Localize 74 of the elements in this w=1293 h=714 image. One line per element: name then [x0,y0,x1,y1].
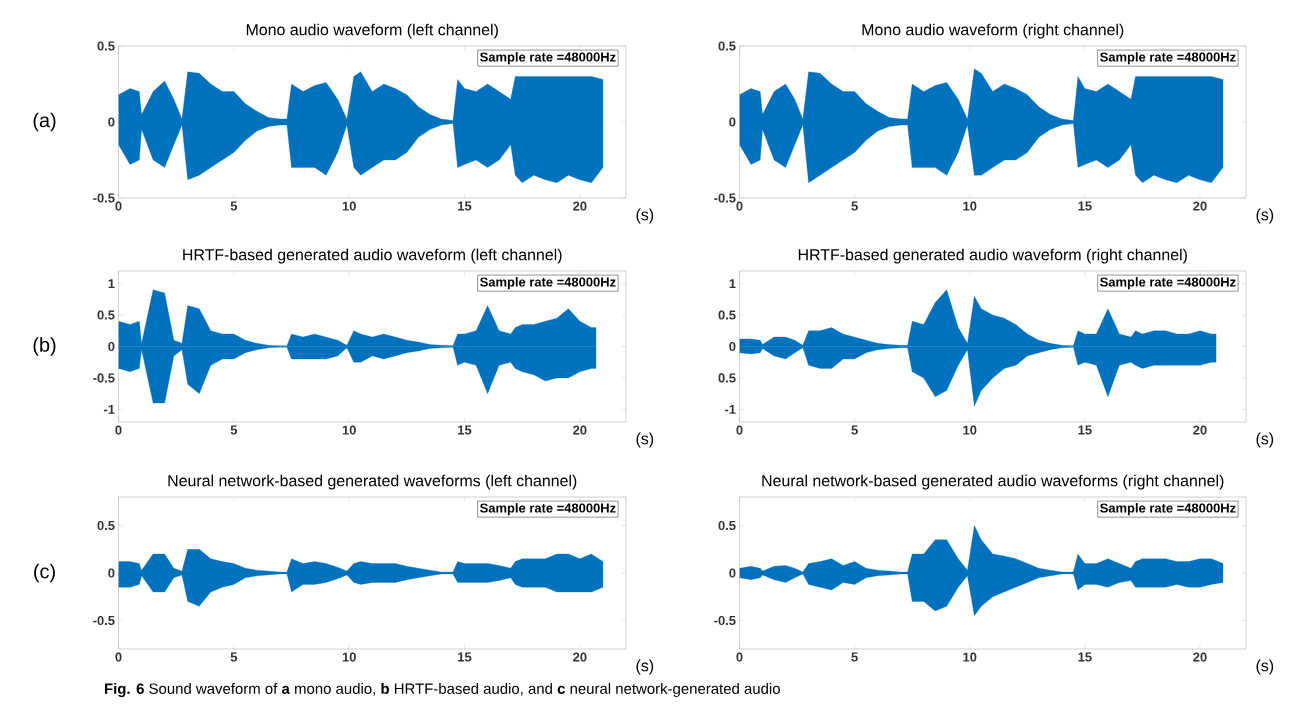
x-tick-label: 0 [736,652,743,662]
y-tick-label: 0 [108,568,115,578]
y-tick-label: 0 [108,341,115,352]
y-tick-label: 0.5 [718,310,736,320]
x-axis-title: (s) [1256,432,1274,448]
x-axis-title: (s) [1256,208,1274,224]
x-tick-label: 15 [458,425,472,435]
chart-title: HRTF-based generated audio waveform (left channel) [183,248,562,264]
y-tick-label: 0 [729,341,736,352]
x-axis-title: (s) [1256,659,1274,675]
y-tick-label: 0.5 [97,310,115,320]
chart-title: Mono audio waveform (right channel) [862,23,1124,39]
y-tick-label: 0.5 [97,41,115,51]
y-tick-label: -1 [724,404,736,414]
annotation: Sample rate =48000Hz [480,52,616,65]
chart-title: HRTF-based generated audio waveform (right channel) [798,248,1187,264]
x-tick-label: 20 [573,425,587,435]
x-tick-label: 5 [851,201,858,211]
x-axis-title: (s) [636,432,654,448]
x-tick-label: 15 [1078,425,1092,435]
chart-title: Neural network-based generated audio waveforms (right channel) [762,474,1224,490]
x-tick-label: 20 [1193,652,1207,662]
y-tick-label: 0.5 [718,373,736,383]
x-tick-label: 20 [573,652,587,662]
y-tick-label: 0 [108,117,115,127]
x-tick-label: 20 [1193,201,1207,211]
chart-title: Mono audio waveform (left channel) [246,23,498,39]
x-tick-label: 5 [851,652,858,662]
text: Fig. 6 Sound waveform of a mono audio, b HRTF-based audio, and c neural network-generated audio [105,683,780,697]
annotation: Sample rate =48000Hz [480,277,616,290]
y-tick-label: 0.5 [97,520,115,531]
x-tick-label: 15 [458,201,472,211]
x-tick-label: 0 [115,425,122,435]
y-tick-label: -1 [103,404,115,414]
text: (b) [33,337,56,356]
y-tick-label: -0.5 [714,615,736,626]
x-tick-label: 10 [342,652,356,662]
annotation: Sample rate =48000Hz [1100,52,1236,65]
x-axis-title: (s) [636,659,654,675]
x-tick-label: 10 [342,201,356,211]
x-tick-label: 5 [851,425,858,435]
y-tick-label: -0.5 [93,615,115,626]
x-tick-label: 0 [736,201,743,211]
y-tick-label: 0.5 [718,41,736,51]
x-tick-label: 0 [115,201,122,211]
text: (a) [33,112,56,132]
y-tick-label: 0.5 [718,520,736,531]
annotation: Sample rate =48000Hz [1100,277,1236,290]
x-tick-label: 5 [230,652,238,662]
x-tick-label: 5 [230,425,238,435]
x-axis-title: (s) [636,208,654,224]
x-tick-label: 10 [342,425,356,435]
x-tick-label: 20 [1193,425,1207,435]
y-tick-label: -0.5 [714,193,736,203]
text: (c) [34,563,55,583]
y-tick-label: 1 [729,279,736,289]
chart-title: Neural network-based generated waveforms (left channel) [168,474,577,490]
y-tick-label: -0.5 [93,373,115,383]
x-tick-label: 15 [1078,652,1092,662]
x-tick-label: 10 [963,425,977,435]
x-tick-label: 10 [963,201,977,211]
y-tick-label: 1 [108,279,115,289]
y-tick-label: -0.5 [93,193,115,203]
x-tick-label: 20 [573,201,587,211]
x-tick-label: 0 [115,652,122,662]
annotation: Sample rate =48000Hz [1100,503,1236,516]
annotation: Sample rate =48000Hz [480,503,616,516]
x-tick-label: 10 [963,652,977,662]
x-tick-label: 15 [458,652,472,662]
y-tick-label: 0 [729,568,736,578]
x-tick-label: 5 [230,201,238,211]
x-tick-label: 0 [736,425,743,435]
x-tick-label: 15 [1078,201,1092,211]
y-tick-label: 0 [729,117,736,127]
